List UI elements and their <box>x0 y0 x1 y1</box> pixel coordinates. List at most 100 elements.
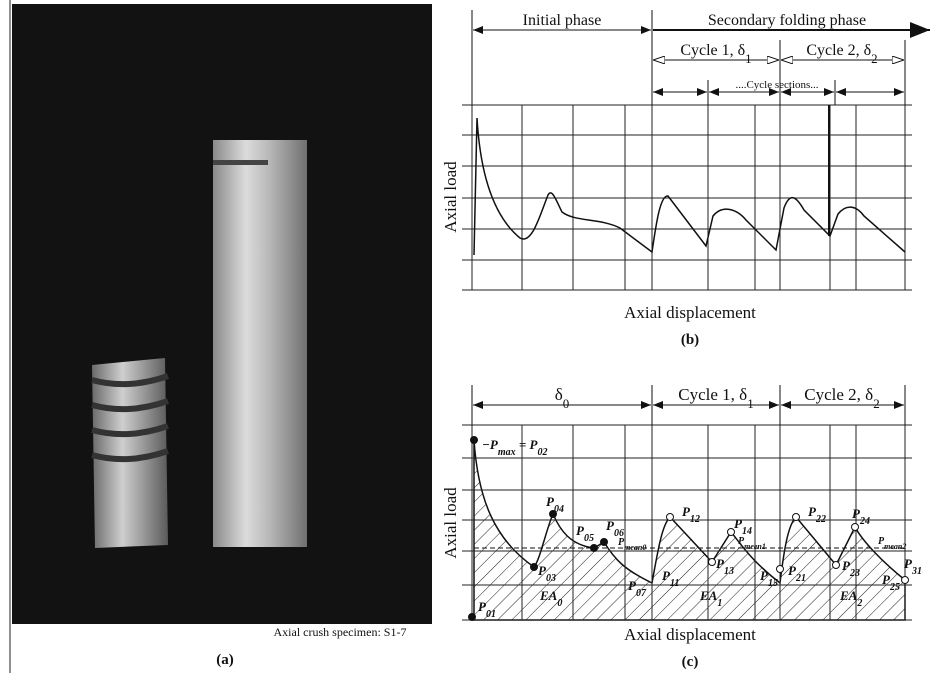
point-marker <box>851 523 859 531</box>
tube-mark <box>213 160 268 165</box>
point-marker <box>832 561 840 569</box>
tube <box>213 140 307 547</box>
label-text: P <box>852 506 861 521</box>
label-text: = P <box>516 437 539 452</box>
label-text: P <box>662 568 671 583</box>
label-text: P <box>546 494 555 509</box>
point-label: P14 <box>734 516 752 537</box>
point-label: Pmean2 <box>878 536 906 551</box>
panel-label: (c) <box>682 654 699 670</box>
subscript: 1 <box>717 598 722 609</box>
area-label: EA1 <box>699 588 722 609</box>
point-label: P01 <box>478 599 496 620</box>
point-marker <box>792 513 800 521</box>
labels-c: δ0 Cycle 1, δ1 Cycle 2, δ2−Pmax = P02P04P0… <box>478 385 922 620</box>
label-text: P <box>538 563 547 578</box>
label-text: P <box>904 556 913 571</box>
point-label: P11 <box>662 568 679 589</box>
label-text: P <box>734 516 743 531</box>
subscript: 07 <box>636 588 647 599</box>
subscript: 21 <box>795 573 806 584</box>
label-text: P <box>842 558 851 573</box>
subscript: 05 <box>584 533 594 544</box>
subscript: 22 <box>815 514 826 525</box>
point-marker <box>468 613 476 621</box>
subscript: 25 <box>889 582 900 593</box>
point-marker <box>549 510 557 518</box>
folds <box>91 373 169 463</box>
cycle-label: Cycle 1, δ1 <box>680 42 751 66</box>
dimension-lines <box>471 385 906 425</box>
label-text: P <box>606 518 615 533</box>
subscript: 2 <box>856 598 862 609</box>
label-text: EA <box>699 588 718 603</box>
point-label: P31 <box>904 556 922 577</box>
point-label: P15 <box>760 568 778 589</box>
subscript: 1 <box>745 51 752 66</box>
cycle-sections: ....Cycle sections... <box>735 79 818 91</box>
area-label: EA0 <box>539 588 562 609</box>
subscript: 14 <box>742 526 752 537</box>
subscript: 06 <box>614 528 624 539</box>
point-label: P24 <box>852 506 870 527</box>
point-marker <box>470 436 478 444</box>
point-label: P21 <box>788 563 806 584</box>
label-text: Cycle 1, δ <box>678 385 747 404</box>
point-label: −Pmax = P02 <box>482 437 547 458</box>
label-text: P <box>628 578 637 593</box>
label-text: P <box>618 537 625 548</box>
label-text: P <box>576 523 585 538</box>
label-text: P <box>882 572 891 587</box>
point-label: P05 <box>576 523 594 544</box>
point-label: Pmean0 <box>618 537 646 552</box>
label-text: P <box>878 536 885 547</box>
point-marker <box>776 565 784 573</box>
label-text: Cycle 2, δ <box>806 42 871 59</box>
point-marker <box>530 563 538 571</box>
point-label: P22 <box>808 504 826 525</box>
caption: Axial crush specimen: S1-7 <box>274 625 407 639</box>
point-label: P25 <box>882 572 900 593</box>
subscript: max <box>498 447 516 458</box>
subscript: 0 <box>563 396 570 411</box>
label-text: P <box>478 599 487 614</box>
subscript: 12 <box>690 514 700 525</box>
point-label: P04 <box>546 494 564 515</box>
subscript: mean2 <box>884 542 906 551</box>
point-marker <box>666 513 674 521</box>
x-axis-label: Axial displacement <box>624 625 756 644</box>
points <box>468 436 909 621</box>
label-text: δ <box>555 385 563 404</box>
panel-label: (a) <box>216 652 234 668</box>
y-axis-label: Axial load <box>441 487 460 559</box>
label-text: Cycle 1, δ <box>680 42 745 59</box>
subscript: 1 <box>747 396 754 411</box>
subscript: mean0 <box>624 543 646 552</box>
subscript: 2 <box>873 396 880 411</box>
phase-label: Secondary folding phase <box>708 12 866 29</box>
subscript: 15 <box>768 578 778 589</box>
y-axis-label: Axial load <box>441 161 460 233</box>
subscript: 11 <box>670 578 679 589</box>
phase-label: Cycle 1, δ1 <box>678 385 753 411</box>
point-marker <box>600 538 608 546</box>
point-label: P06 <box>606 518 624 539</box>
label-text: −P <box>482 437 499 452</box>
label-text: EA <box>539 588 558 603</box>
x-axis-label: Axial displacement <box>624 303 756 322</box>
label-text: P <box>808 504 817 519</box>
point-marker <box>590 544 598 552</box>
point-marker <box>901 576 909 584</box>
grid-c <box>462 424 912 621</box>
phase-label: Cycle 2, δ2 <box>804 385 879 411</box>
subscript: 02 <box>537 447 547 458</box>
phase-label: δ0 <box>555 385 570 411</box>
subscript: 23 <box>849 568 860 579</box>
label-text: P <box>716 556 725 571</box>
label-text: P <box>760 568 769 583</box>
subscript: 0 <box>557 598 562 609</box>
subscript: 01 <box>486 609 496 620</box>
point-marker <box>708 558 716 566</box>
label-text: P <box>738 536 745 547</box>
